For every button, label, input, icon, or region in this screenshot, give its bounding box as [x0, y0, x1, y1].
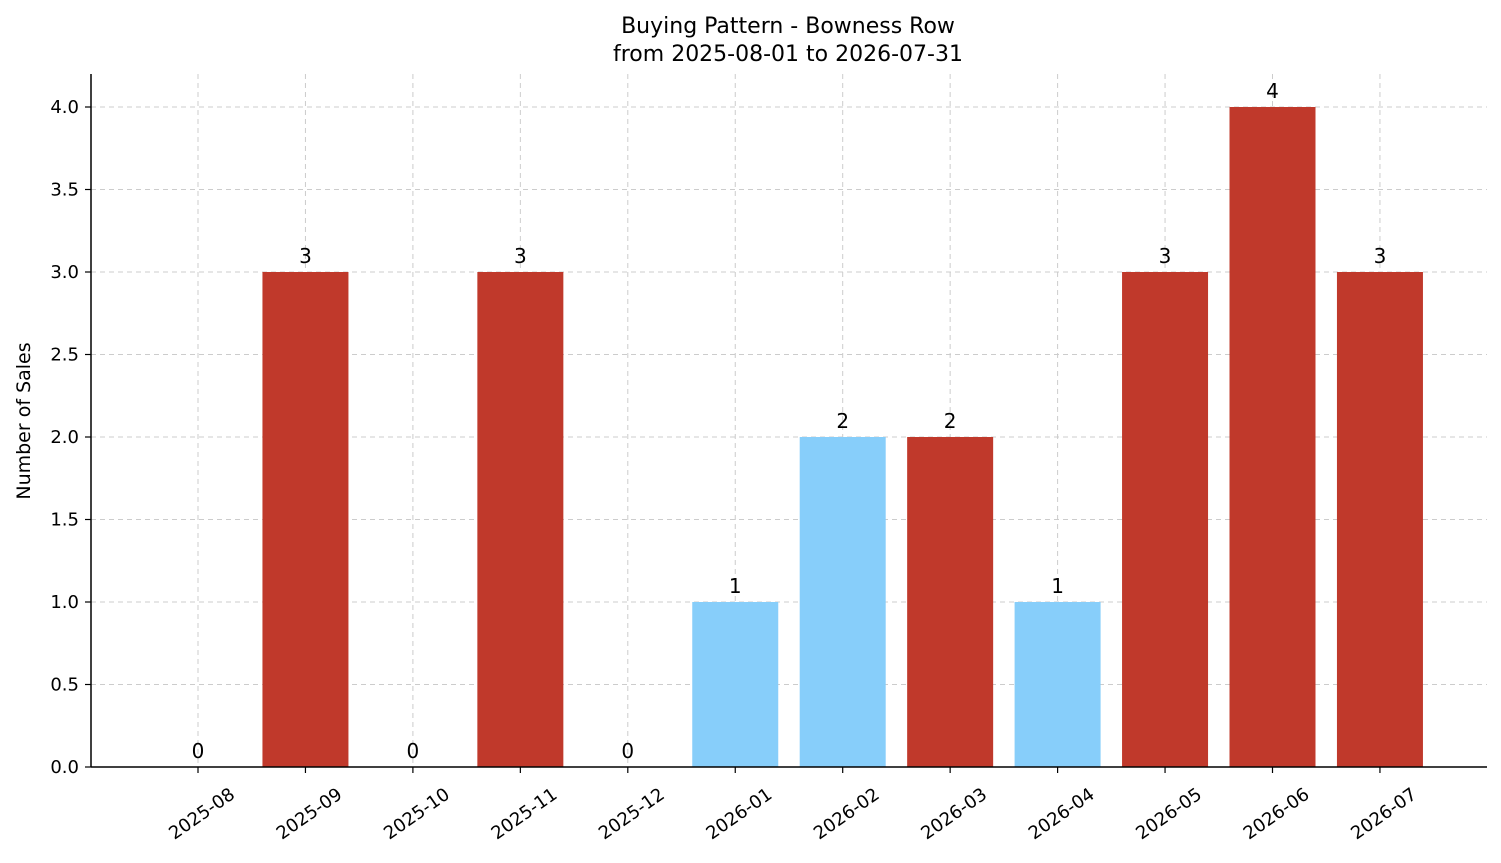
data-label-2026-03: 2: [944, 409, 957, 433]
data-label-2026-06: 4: [1266, 79, 1279, 103]
bar-2026-03: [907, 437, 994, 767]
y-tick-label: 0.5: [50, 675, 79, 696]
x-tick-label-2026-05: 2026-05: [1132, 784, 1206, 844]
x-tick-label-2025-11: 2025-11: [488, 784, 562, 844]
y-tick-label: 1.0: [50, 592, 79, 613]
bar-layer: [262, 107, 1423, 767]
bar-2026-04: [1014, 602, 1101, 767]
data-label-2026-02: 2: [836, 409, 849, 433]
data-label-2026-04: 1: [1051, 574, 1064, 598]
x-tick-label-2026-02: 2026-02: [810, 784, 884, 844]
bar-2026-01: [692, 602, 779, 767]
data-label-2025-11: 3: [514, 244, 527, 268]
chart-title: Buying Pattern - Bowness Row: [621, 14, 955, 39]
x-tick-label-2025-12: 2025-12: [595, 784, 669, 844]
data-label-2025-09: 3: [299, 244, 312, 268]
y-axis-label: Number of Sales: [13, 342, 35, 499]
x-tick-label-2026-03: 2026-03: [917, 784, 991, 844]
bar-2026-06: [1229, 107, 1316, 767]
data-label-2025-10: 0: [407, 739, 420, 763]
data-label-2025-08: 0: [192, 739, 205, 763]
x-tick-label-2025-08: 2025-08: [165, 784, 239, 844]
data-label-2025-12: 0: [621, 739, 634, 763]
x-tick-label-2025-09: 2025-09: [273, 784, 347, 844]
data-label-layer: 0 3 0 3 0 1 2 2 1 3 4 3: [192, 79, 1387, 763]
x-tick-label-2026-07: 2026-07: [1347, 784, 1421, 844]
x-tick-label-2025-10: 2025-10: [380, 784, 454, 844]
bar-2025-11: [477, 272, 564, 767]
bar-2025-09: [262, 272, 349, 767]
data-label-2026-01: 1: [729, 574, 742, 598]
bar-2026-05: [1122, 272, 1209, 767]
x-tick-label-2026-06: 2026-06: [1240, 784, 1314, 844]
y-tick-label: 2.5: [50, 345, 79, 366]
data-label-2026-05: 3: [1159, 244, 1172, 268]
y-tick-label: 4.0: [50, 97, 79, 118]
chart-subtitle: from 2025-08-01 to 2026-07-31: [613, 42, 963, 67]
y-tick-label: 3.0: [50, 262, 79, 283]
x-tick-label-2026-04: 2026-04: [1025, 784, 1099, 844]
y-tick-label: 2.0: [50, 427, 79, 448]
y-tick-label: 0.0: [50, 757, 79, 778]
y-tick-label: 3.5: [50, 180, 79, 201]
y-tick-label: 1.5: [50, 510, 79, 531]
bar-2026-07: [1336, 272, 1423, 767]
bar-2026-02: [799, 437, 886, 767]
data-label-2026-07: 3: [1374, 244, 1387, 268]
x-tick-label-2026-01: 2026-01: [702, 784, 776, 844]
